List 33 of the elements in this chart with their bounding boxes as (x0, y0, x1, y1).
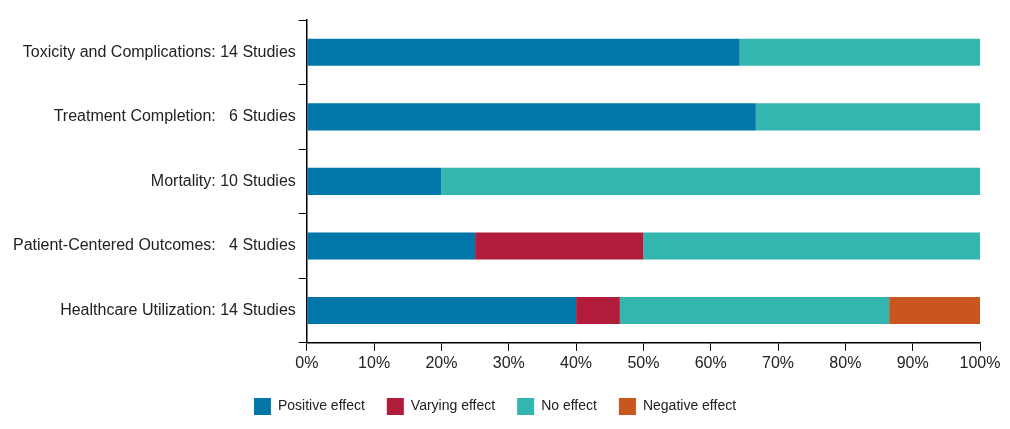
x-tick-label: 90% (896, 353, 929, 371)
bar (441, 167, 980, 195)
x-tick-label: 30% (492, 353, 525, 371)
x-tick-label: 80% (829, 353, 862, 371)
y-tick-label: Mortality: 10 Studies (150, 171, 296, 189)
bar (619, 296, 890, 325)
x-tick-label: 60% (694, 353, 727, 371)
bar (889, 296, 980, 325)
bar (643, 232, 980, 260)
x-tick-label: 10% (358, 353, 391, 371)
x-tick-label: 20% (425, 353, 458, 371)
x-tick-label: 0% (295, 353, 319, 371)
legend-label: Positive effect (277, 397, 365, 414)
bar (755, 103, 980, 131)
y-tick-label: Healthcare Utilization: 14 Studies (60, 300, 296, 318)
x-tick-label: 50% (627, 353, 660, 371)
x-tick-label: 70% (762, 353, 795, 371)
y-tick-label: Treatment Completion: 6 Studies (53, 107, 296, 125)
y-tick-label: Toxicity and Complications: 14 Studies (22, 42, 296, 60)
bar (307, 232, 476, 260)
bar (739, 38, 980, 66)
y-tick-label: Patient-Centered Outcomes: 4 Studies (13, 236, 296, 254)
bar (307, 38, 740, 66)
bar (307, 167, 442, 195)
bar (576, 296, 620, 325)
x-tick-label: 100% (959, 353, 1001, 371)
bar (307, 296, 577, 325)
x-tick-label: 40% (560, 353, 593, 371)
bar (475, 232, 644, 260)
legend-label: No effect (541, 397, 598, 414)
legend-label: Varying effect (410, 397, 496, 414)
legend-label: Negative effect (642, 397, 737, 414)
bar (307, 103, 756, 131)
